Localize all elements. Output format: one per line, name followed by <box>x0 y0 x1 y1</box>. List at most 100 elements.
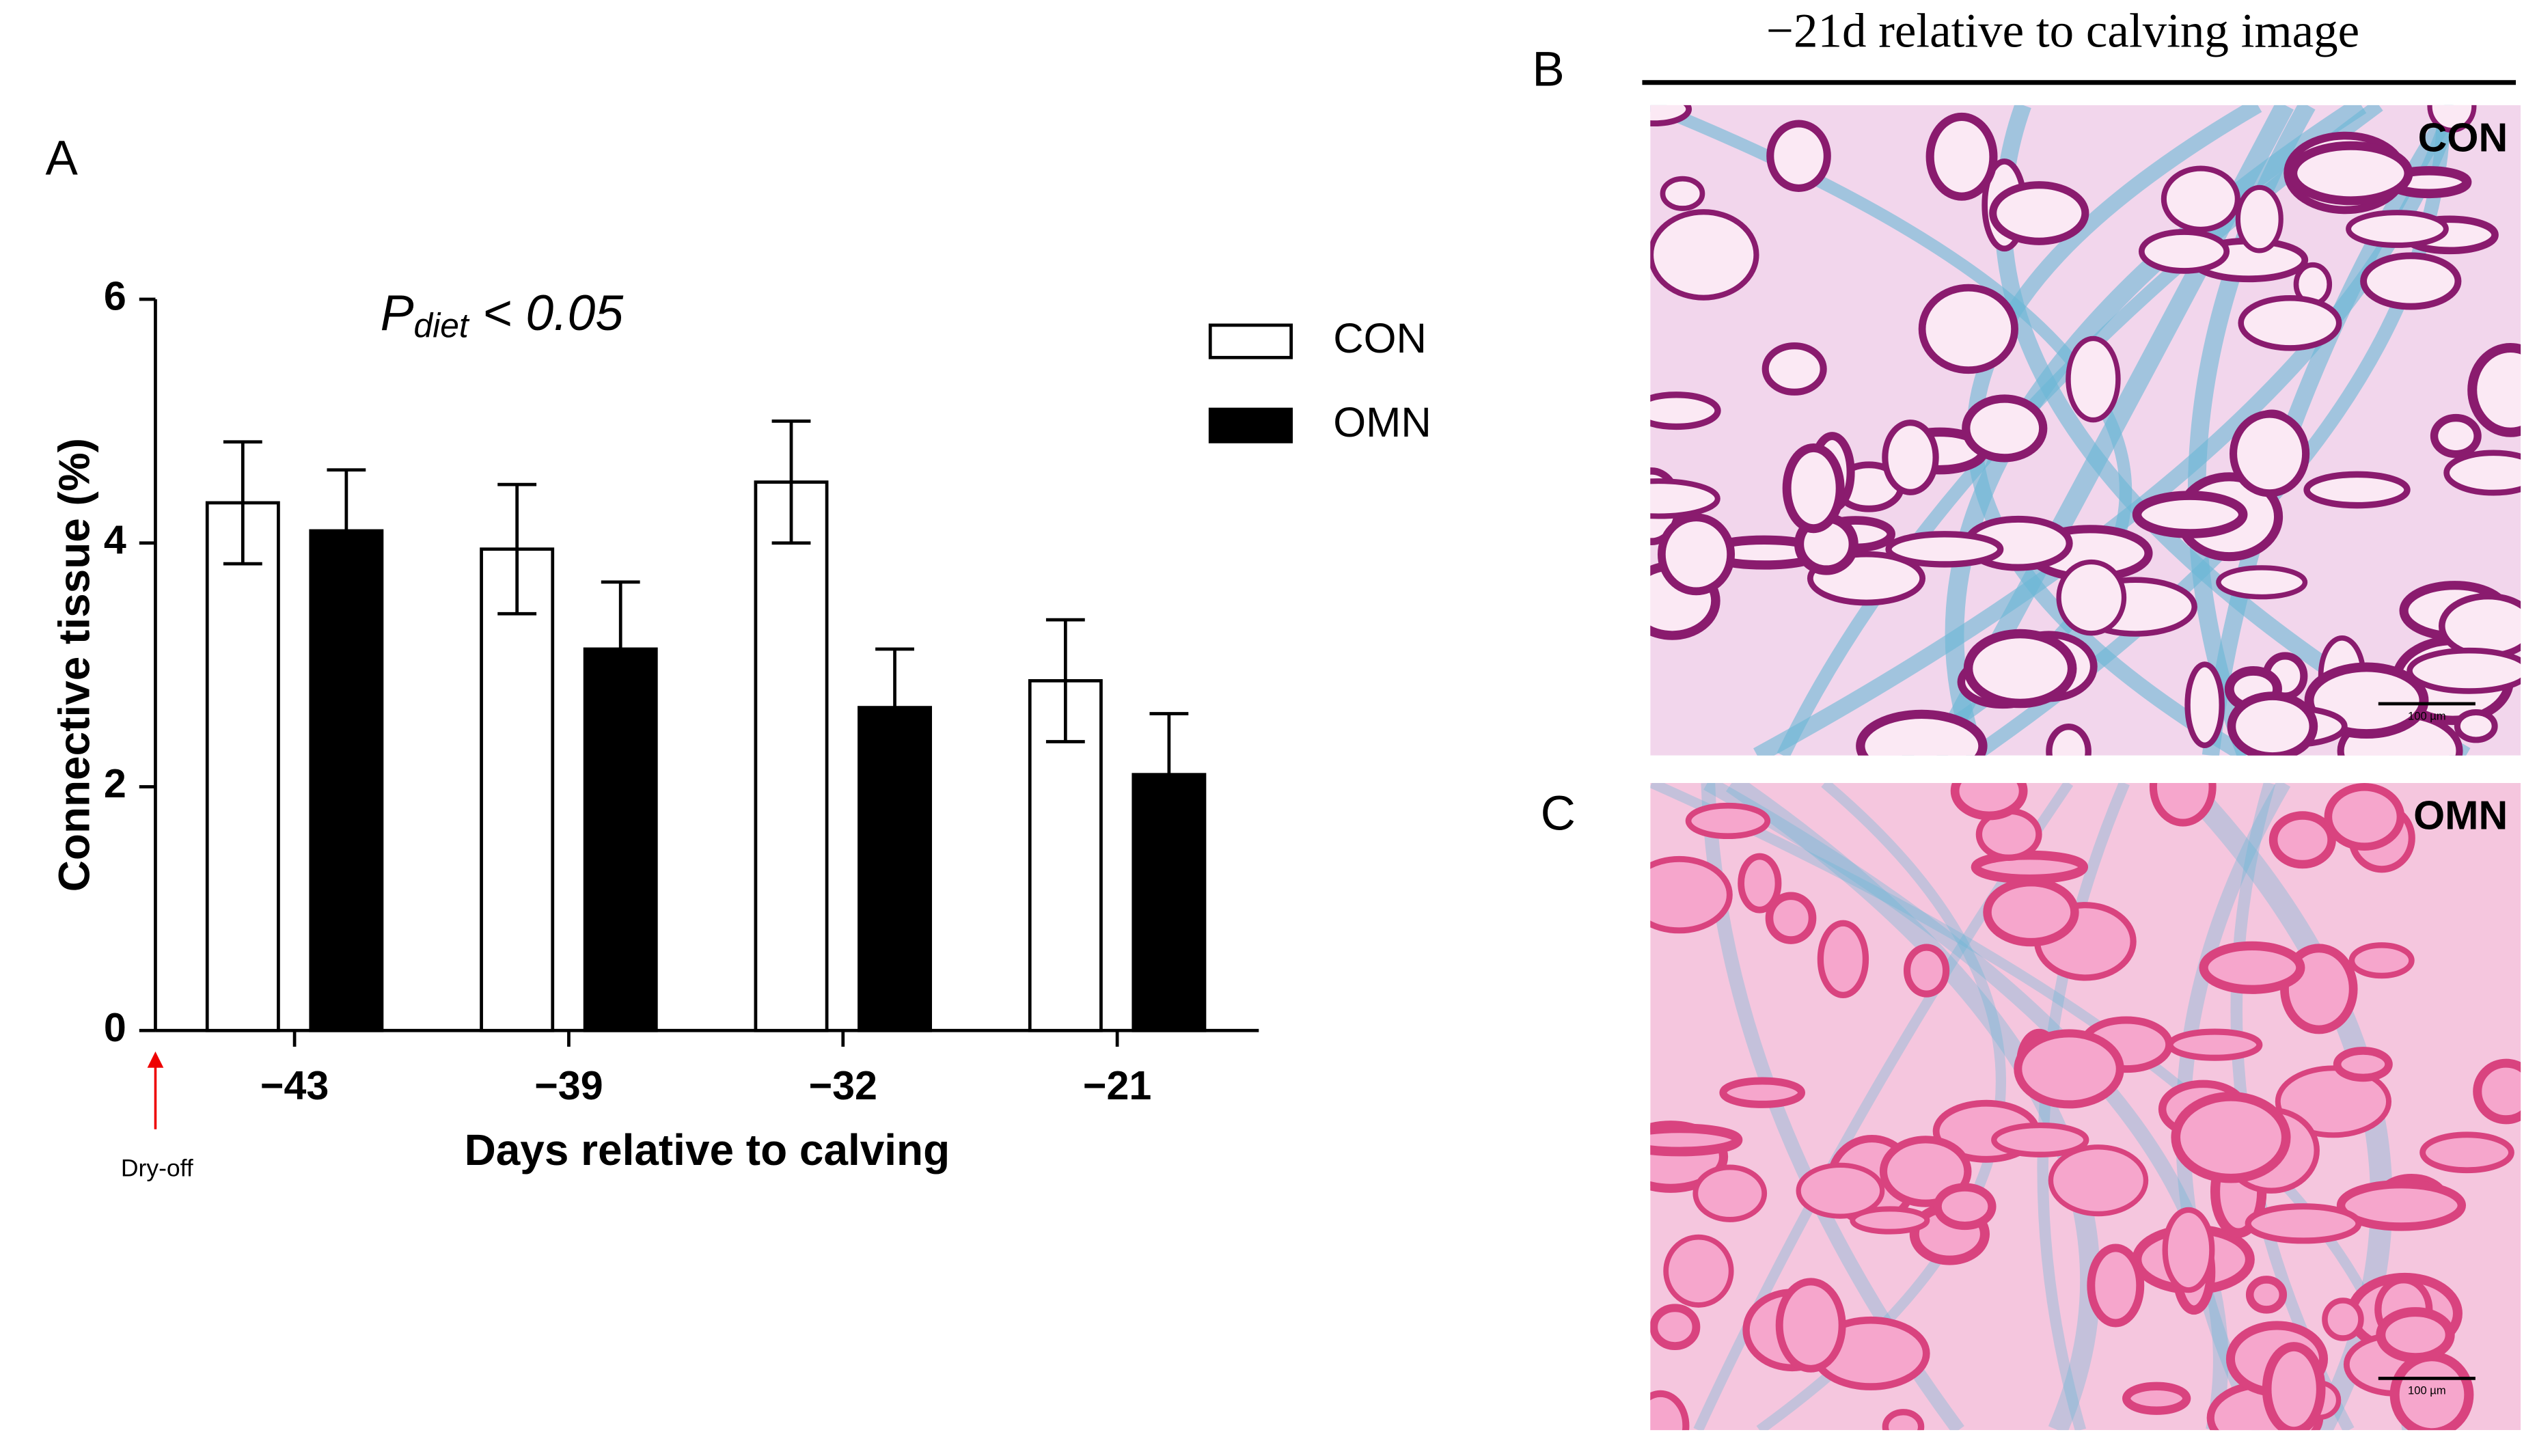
x-tick-label: −39 <box>534 1062 603 1108</box>
gland <box>1761 342 1827 396</box>
gland <box>1903 944 1950 998</box>
error-bar <box>327 468 366 594</box>
error-bar <box>497 482 537 616</box>
scale-bar-label: 100 µm <box>2408 709 2446 722</box>
gland <box>2149 783 2217 827</box>
gland <box>2467 342 2521 437</box>
gland <box>2288 141 2413 206</box>
gland <box>2245 1276 2288 1314</box>
error-bar <box>875 647 914 768</box>
gland <box>1765 892 1817 944</box>
error-bar <box>223 440 262 566</box>
gland <box>1850 1206 1930 1235</box>
gland <box>1882 1409 1925 1431</box>
y-tick-label: 0 <box>104 1004 126 1050</box>
image-tag: CON <box>2418 115 2508 161</box>
y-tick-label: 6 <box>104 273 126 319</box>
gland <box>2430 413 2482 458</box>
legend-label: CON <box>1333 315 1427 362</box>
gland <box>2406 647 2521 694</box>
y-tick-label: 2 <box>104 760 126 806</box>
gland <box>2376 1307 2455 1363</box>
gland <box>1650 209 1759 301</box>
gland <box>1989 181 2089 245</box>
annotation: Pdiet < 0.05 <box>381 285 624 344</box>
scale-bar-label: 100 µm <box>2408 1384 2446 1397</box>
fiber <box>1753 105 2461 756</box>
gland <box>2161 165 2240 232</box>
gland <box>1660 176 1705 211</box>
annotation-subscript: diet <box>414 307 470 345</box>
x-axis-title: Days relative to calving <box>465 1125 950 1175</box>
gland <box>1962 394 2048 463</box>
gland <box>2275 1065 2392 1138</box>
gland <box>2014 1029 2124 1109</box>
gland <box>2056 559 2127 636</box>
gland <box>1719 1077 1806 1108</box>
bar <box>309 529 384 1032</box>
gland <box>1933 1183 1997 1231</box>
gland <box>2227 691 2318 756</box>
gland <box>2324 783 2405 851</box>
annotation-text: < 0.05 <box>469 285 624 341</box>
gland <box>1650 478 1720 519</box>
images: B CON 100 µm C OMN 100 µm <box>1532 42 2521 1431</box>
y-axis-title: Connective tissue (%) <box>50 438 99 892</box>
gland <box>1925 112 1998 201</box>
gland <box>1782 443 1845 534</box>
gland <box>1918 284 2018 374</box>
error-bar <box>1045 618 1085 743</box>
x-tick-label: −43 <box>260 1062 329 1108</box>
y-tick-label: 4 <box>104 517 126 562</box>
gland <box>2162 1207 2215 1293</box>
gland <box>1650 855 1733 934</box>
gland <box>2443 450 2521 496</box>
gland <box>1991 1122 2089 1157</box>
gland <box>2087 1244 2145 1328</box>
dry-off-arrowhead <box>147 1052 164 1068</box>
gland <box>2346 210 2449 248</box>
gland <box>2333 1047 2393 1082</box>
error-bar <box>601 580 640 718</box>
gland <box>2473 1058 2521 1125</box>
gland <box>2066 335 2121 423</box>
gland <box>1650 1123 1743 1157</box>
gland <box>1650 1390 1690 1431</box>
gland <box>2238 294 2342 351</box>
dry-off-label: Dry-off <box>121 1154 193 1181</box>
gland <box>1650 105 1692 127</box>
panel-label: B <box>1532 42 1564 96</box>
gland <box>2235 184 2284 253</box>
gland <box>2132 491 2248 538</box>
image-tag: OMN <box>2413 793 2508 838</box>
error-bar <box>771 420 811 545</box>
gland <box>2360 252 2462 310</box>
x-tick-label: −21 <box>1083 1062 1151 1108</box>
gland <box>1971 850 2089 884</box>
gland <box>2348 942 2415 979</box>
gland <box>2336 1179 2467 1231</box>
gland <box>2184 661 2225 749</box>
gland <box>2046 724 2092 756</box>
gland <box>1663 1234 1734 1308</box>
gland <box>1685 802 1771 840</box>
histology-image <box>1650 783 2521 1431</box>
gland <box>2245 1203 2362 1244</box>
gland <box>2419 1131 2514 1174</box>
annotation-symbol: P <box>381 285 414 341</box>
fiber <box>1726 783 2100 1431</box>
gland <box>1817 920 1869 999</box>
image-header: −21d relative to calving image <box>1766 4 2359 57</box>
gland <box>1882 420 1939 495</box>
gland <box>1775 1278 1846 1373</box>
gland <box>2122 1382 2191 1415</box>
gland <box>1983 877 2079 947</box>
gland <box>2138 229 2230 274</box>
gland <box>1650 1304 1701 1351</box>
fiber <box>1970 105 2452 756</box>
fiber <box>2037 783 2130 1431</box>
fiber <box>1703 783 2229 1431</box>
gland <box>2268 811 2336 869</box>
gland <box>1692 1164 1768 1222</box>
